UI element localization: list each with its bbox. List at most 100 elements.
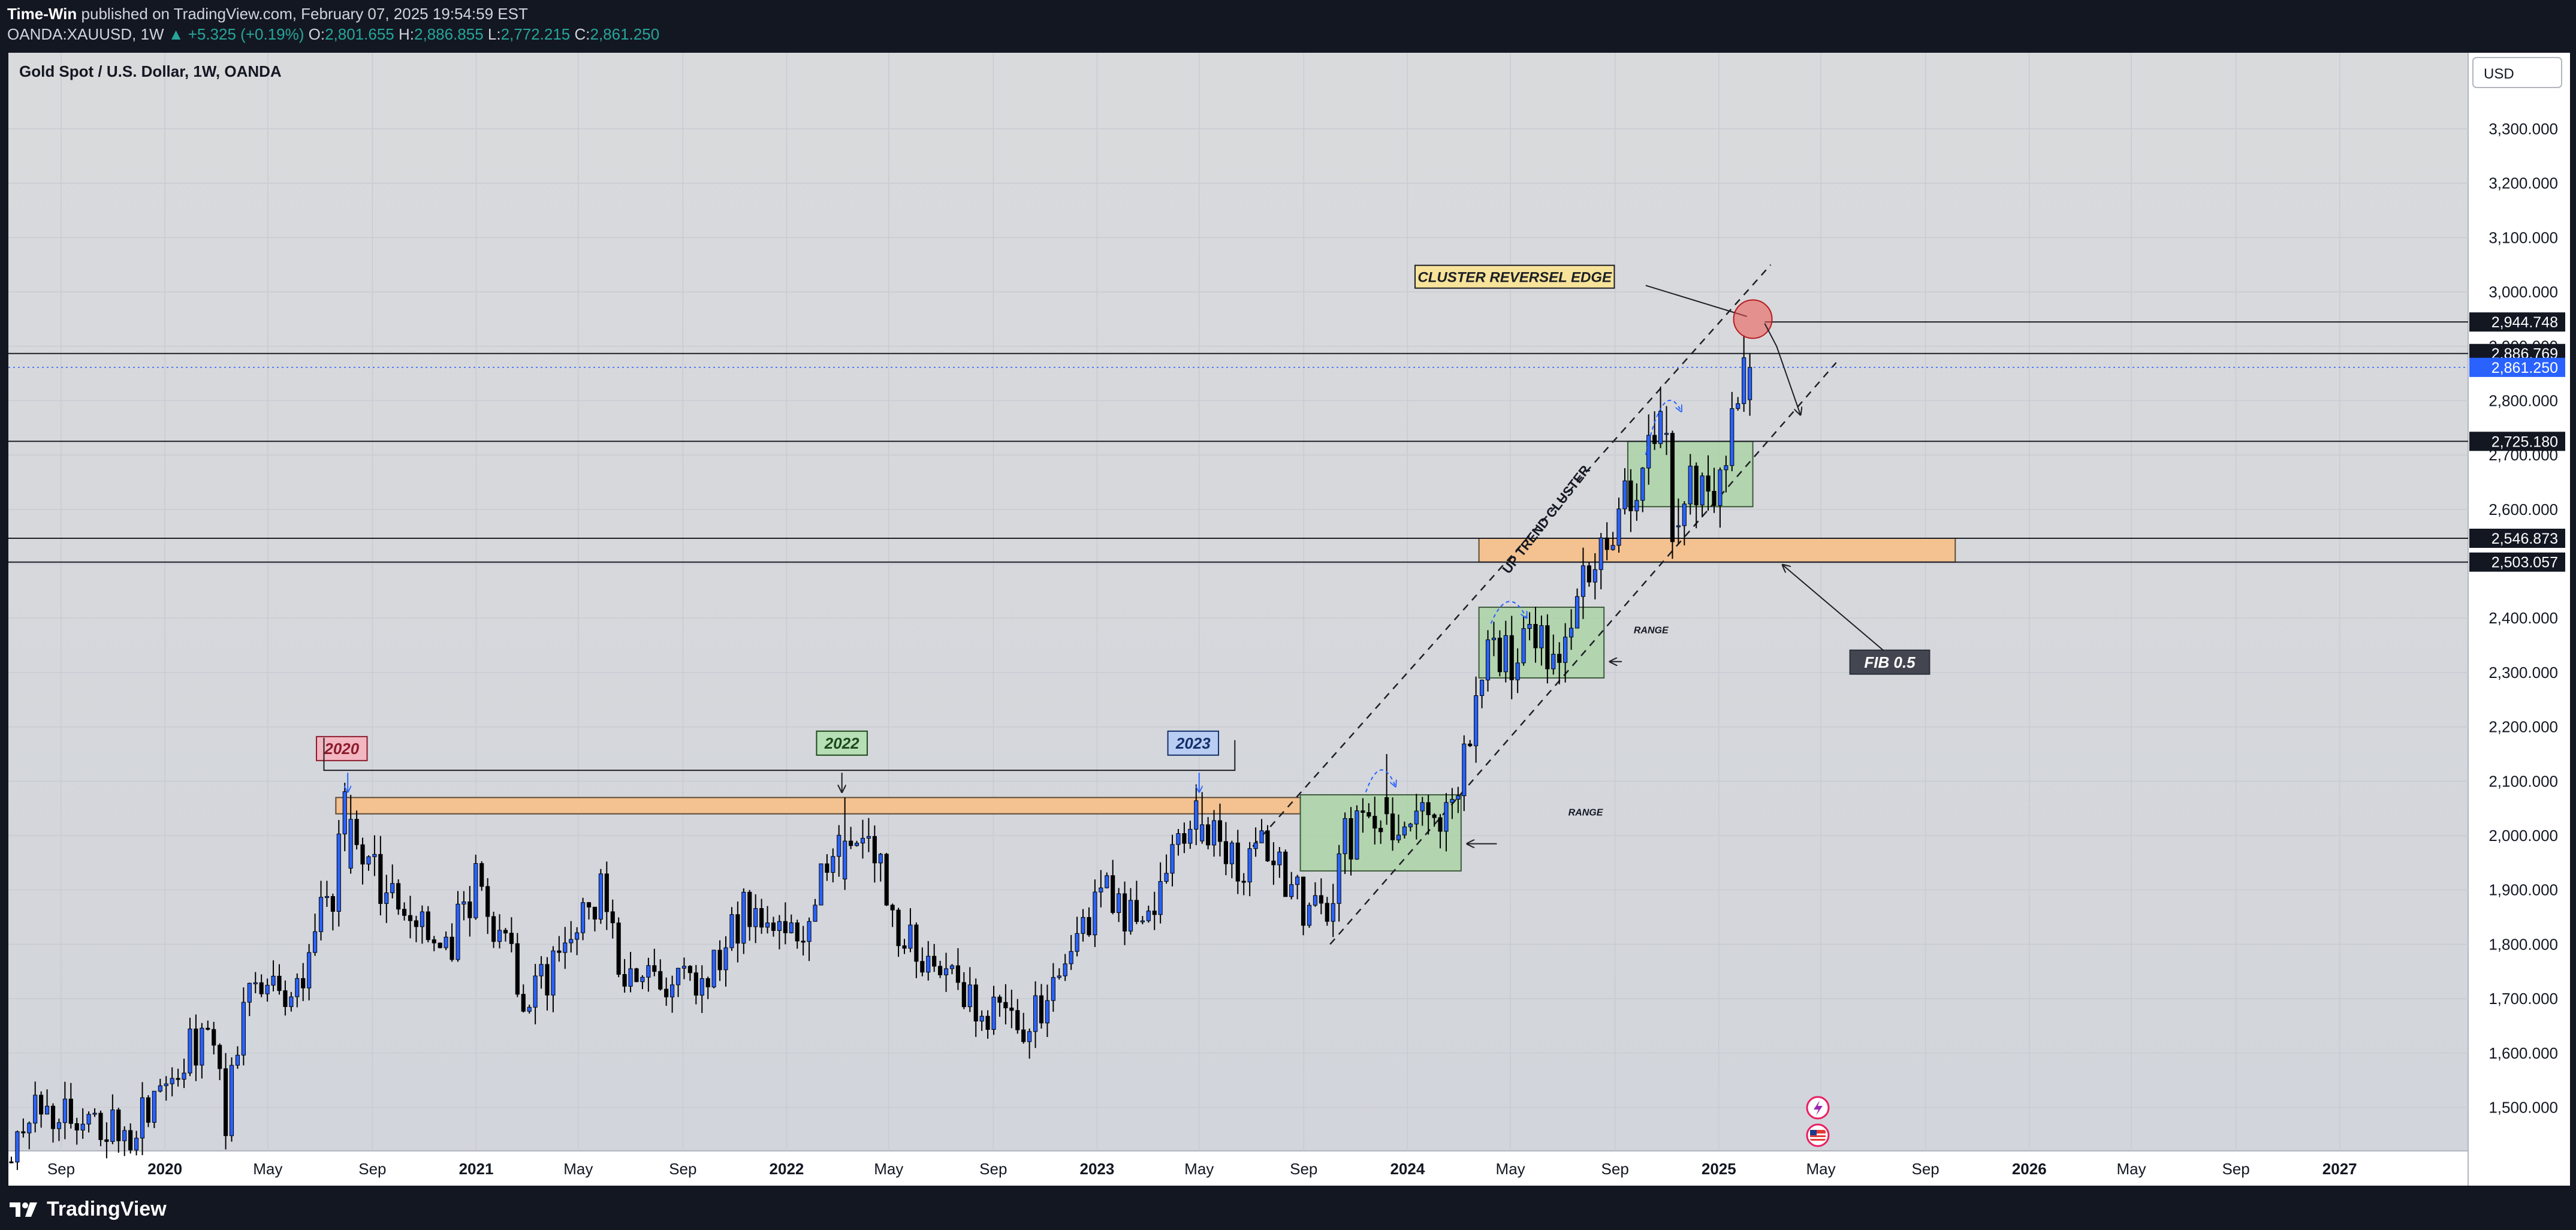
channel-lower-line[interactable] bbox=[1329, 362, 1837, 945]
candle[interactable] bbox=[1414, 810, 1419, 825]
candle[interactable] bbox=[693, 972, 698, 996]
candle[interactable] bbox=[1307, 905, 1312, 926]
candle[interactable] bbox=[1444, 802, 1449, 832]
candle[interactable] bbox=[551, 950, 556, 996]
candle[interactable] bbox=[914, 924, 919, 962]
candle[interactable] bbox=[110, 1110, 115, 1142]
annotation-box[interactable] bbox=[316, 735, 368, 761]
price-tag[interactable] bbox=[2469, 529, 2565, 548]
candle[interactable] bbox=[27, 1123, 32, 1133]
candle[interactable] bbox=[604, 873, 609, 912]
candle[interactable] bbox=[1384, 797, 1389, 815]
candle[interactable] bbox=[920, 961, 925, 973]
candle[interactable] bbox=[366, 856, 371, 865]
candle[interactable] bbox=[342, 791, 347, 834]
candle[interactable] bbox=[902, 945, 907, 949]
candle[interactable] bbox=[896, 909, 901, 946]
candle[interactable] bbox=[1420, 802, 1425, 812]
candle[interactable] bbox=[1438, 817, 1443, 832]
candle[interactable] bbox=[878, 854, 883, 864]
fib-zone[interactable] bbox=[1478, 538, 1956, 563]
candle[interactable] bbox=[253, 982, 258, 984]
candle[interactable] bbox=[759, 908, 764, 928]
candle[interactable] bbox=[586, 902, 592, 908]
candle[interactable] bbox=[765, 923, 770, 928]
candle[interactable] bbox=[1503, 635, 1508, 673]
candle[interactable] bbox=[80, 1123, 85, 1130]
candle[interactable] bbox=[1229, 842, 1234, 864]
candle[interactable] bbox=[1730, 408, 1735, 466]
candle[interactable] bbox=[616, 923, 621, 975]
candle[interactable] bbox=[932, 955, 937, 967]
candle[interactable] bbox=[670, 984, 675, 997]
candle[interactable] bbox=[1497, 637, 1502, 673]
candle[interactable] bbox=[1134, 900, 1139, 922]
candle[interactable] bbox=[1009, 1008, 1014, 1011]
candle[interactable] bbox=[1194, 800, 1199, 830]
candle[interactable] bbox=[1158, 881, 1163, 915]
candle[interactable] bbox=[1604, 537, 1609, 550]
candle[interactable] bbox=[98, 1113, 103, 1140]
candle[interactable] bbox=[1331, 903, 1335, 922]
candle[interactable] bbox=[837, 834, 841, 857]
tradingview-logo[interactable]: TradingView bbox=[8, 1195, 167, 1223]
candle[interactable] bbox=[1628, 480, 1633, 511]
candle[interactable] bbox=[1557, 653, 1562, 663]
candle[interactable] bbox=[783, 921, 788, 933]
candle[interactable] bbox=[675, 967, 681, 985]
candle[interactable] bbox=[295, 978, 300, 997]
candle[interactable] bbox=[610, 911, 615, 924]
candle[interactable] bbox=[461, 902, 466, 905]
candle[interactable] bbox=[1045, 1000, 1049, 1024]
candle[interactable] bbox=[1027, 1031, 1032, 1042]
resistance-zone[interactable] bbox=[335, 797, 1301, 815]
candle[interactable] bbox=[1640, 468, 1645, 501]
candle[interactable] bbox=[301, 978, 306, 988]
candle[interactable] bbox=[1646, 435, 1651, 469]
candle[interactable] bbox=[563, 942, 568, 953]
candle[interactable] bbox=[1712, 490, 1717, 506]
candle[interactable] bbox=[1515, 662, 1520, 680]
candle[interactable] bbox=[426, 911, 430, 940]
author-name[interactable]: Time-Win bbox=[7, 5, 77, 23]
plot-area[interactable] bbox=[8, 53, 2468, 1151]
candle[interactable] bbox=[908, 924, 913, 949]
candle[interactable] bbox=[1379, 828, 1383, 833]
candle[interactable] bbox=[432, 939, 436, 943]
candle[interactable] bbox=[521, 994, 526, 1012]
candle[interactable] bbox=[1748, 367, 1752, 400]
candle[interactable] bbox=[1128, 900, 1133, 931]
candle[interactable] bbox=[1521, 628, 1526, 664]
candle[interactable] bbox=[1491, 637, 1497, 640]
candle[interactable] bbox=[1462, 743, 1467, 797]
candle[interactable] bbox=[396, 883, 401, 910]
candle[interactable] bbox=[1146, 911, 1151, 921]
candle[interactable] bbox=[729, 914, 734, 948]
candle[interactable] bbox=[1223, 841, 1229, 864]
candle[interactable] bbox=[598, 873, 603, 920]
candle[interactable] bbox=[1301, 876, 1306, 926]
candle[interactable] bbox=[1402, 826, 1407, 836]
candle[interactable] bbox=[1200, 824, 1205, 842]
candle[interactable] bbox=[324, 896, 330, 899]
candle[interactable] bbox=[212, 1029, 216, 1046]
candle[interactable] bbox=[68, 1098, 73, 1124]
candle[interactable] bbox=[1527, 624, 1532, 629]
candle[interactable] bbox=[134, 1138, 139, 1151]
candle[interactable] bbox=[1670, 433, 1675, 542]
candle[interactable] bbox=[723, 947, 728, 970]
candle[interactable] bbox=[1289, 884, 1294, 897]
candle[interactable] bbox=[1313, 895, 1318, 906]
candle[interactable] bbox=[1211, 820, 1217, 846]
candle[interactable] bbox=[164, 1083, 168, 1086]
candle[interactable] bbox=[1450, 798, 1455, 803]
candle[interactable] bbox=[545, 964, 550, 996]
candle[interactable] bbox=[318, 897, 324, 932]
candle[interactable] bbox=[753, 908, 758, 927]
candle[interactable] bbox=[646, 965, 651, 978]
candle[interactable] bbox=[699, 978, 704, 996]
candle[interactable] bbox=[1468, 743, 1473, 746]
candle[interactable] bbox=[652, 965, 657, 972]
candle[interactable] bbox=[1551, 653, 1556, 670]
